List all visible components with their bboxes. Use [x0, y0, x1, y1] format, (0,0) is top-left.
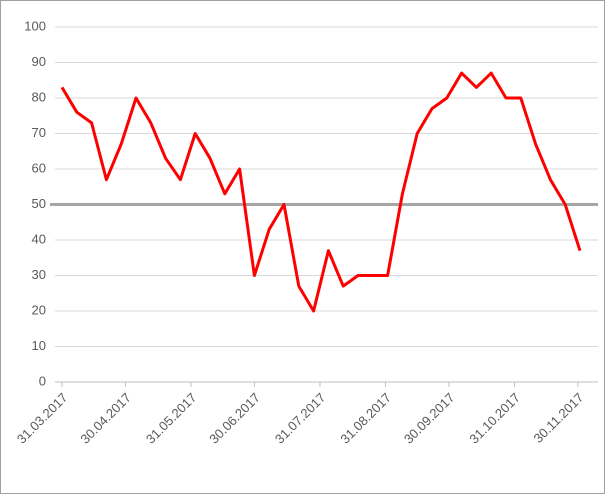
- y-tick-label: 70: [32, 125, 46, 140]
- data-line: [60, 71, 582, 313]
- y-tick-label: 10: [32, 338, 46, 353]
- y-tick-label: 50: [32, 196, 46, 211]
- y-tick-label: 60: [32, 160, 46, 175]
- y-tick-label: 20: [32, 302, 46, 317]
- y-tick-label: 40: [32, 231, 46, 246]
- y-tick-label: 30: [32, 267, 46, 282]
- y-tick-label: 90: [32, 54, 46, 69]
- y-tick-label: 80: [32, 89, 46, 104]
- y-tick-label: 100: [24, 18, 46, 33]
- y-tick-label: 0: [39, 373, 46, 388]
